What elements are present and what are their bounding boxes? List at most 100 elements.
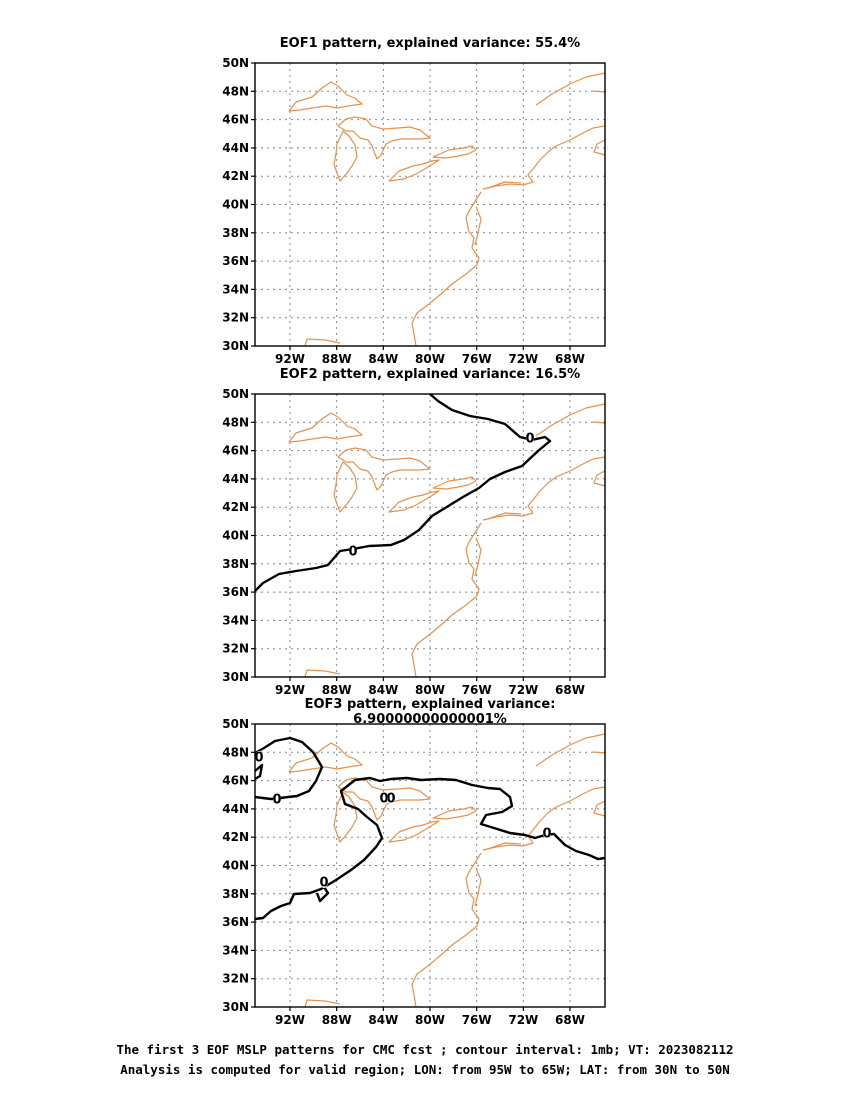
lat-tick-label: 46N	[222, 774, 249, 788]
lon-tick-label: 72W	[508, 1013, 538, 1027]
lat-tick-label: 46N	[222, 113, 249, 127]
zero-contour-line	[315, 883, 330, 903]
contour-label-bg	[273, 793, 281, 805]
lat-tick-label: 30N	[222, 670, 249, 684]
lat-tick-label: 32N	[222, 311, 249, 325]
lat-tick-label: 44N	[222, 802, 249, 816]
lat-tick-label: 44N	[222, 141, 249, 155]
coastline	[474, 537, 482, 577]
contour-label-bg	[255, 751, 263, 763]
coastline	[337, 116, 431, 160]
lon-tick-label: 72W	[508, 683, 538, 697]
coastline	[388, 820, 440, 843]
lat-tick-label: 48N	[222, 84, 249, 98]
coastline	[535, 403, 606, 437]
lon-tick-label: 84W	[368, 352, 398, 366]
lon-tick-label: 80W	[415, 352, 445, 366]
lat-tick-label: 36N	[222, 915, 249, 929]
lon-tick-label: 68W	[555, 352, 585, 366]
gridlines-eof2	[255, 394, 605, 677]
contour-label-bg	[320, 876, 328, 888]
coastline	[474, 206, 482, 246]
map-panel-eof1: 30N 32N 34N 36N 38N 40N 42N 44N 46N 48N 50N 92W 88W 8…	[222, 56, 606, 366]
contour-label: 0	[254, 751, 263, 766]
coastline	[482, 786, 606, 851]
lon-tick-label: 76W	[462, 352, 492, 366]
coastline	[411, 191, 482, 347]
lon-tick-label: 84W	[368, 1013, 398, 1027]
lat-tick-label: 48N	[222, 745, 249, 759]
lat-tick-label: 40N	[222, 198, 249, 212]
lon-tick-label: 88W	[322, 352, 352, 366]
axis-ticks-eof3: 30N 32N 34N 36N 38N 40N 42N 44N 46N 48N 50N 92W 88W 8…	[222, 717, 585, 1027]
coastlines-eof1	[288, 72, 606, 347]
lat-tick-label: 32N	[222, 642, 249, 656]
zero-contour-line	[254, 393, 552, 592]
lon-tick-label: 76W	[462, 683, 492, 697]
coastline	[388, 159, 440, 182]
coastline	[304, 669, 341, 678]
contours-eof2: 00	[254, 393, 552, 592]
contour-label: 0	[525, 432, 534, 447]
coastline	[487, 842, 522, 850]
coastline	[482, 456, 606, 521]
panel-title-eof1: EOF1 pattern, explained variance: 55.4%	[279, 36, 581, 51]
lat-tick-label: 42N	[222, 169, 249, 183]
caption-line-1: The first 3 EOF MSLP patterns for CMC fc…	[116, 1042, 734, 1057]
contours-eof3: 00 0000	[254, 736, 606, 921]
lat-tick-label: 32N	[222, 972, 249, 986]
coastline	[288, 81, 363, 112]
coastline	[593, 470, 606, 487]
lat-tick-label: 34N	[222, 943, 249, 957]
axis-ticks-eof1: 30N 32N 34N 36N 38N 40N 42N 44N 46N 48N 50N 92W 88W 8…	[222, 56, 585, 366]
contour-label: 0	[319, 876, 328, 891]
contour-label: 0	[542, 827, 551, 842]
lon-tick-label: 80W	[415, 1013, 445, 1027]
coastline	[288, 742, 363, 773]
panel-title-eof2: EOF2 pattern, explained variance: 16.5%	[279, 367, 581, 382]
coastline	[592, 90, 606, 93]
coastline	[482, 125, 606, 190]
lat-tick-label: 40N	[222, 859, 249, 873]
lat-tick-label: 38N	[222, 557, 249, 571]
coastline	[333, 461, 358, 513]
contour-label-bg	[349, 545, 357, 557]
contour-label-bg	[380, 792, 388, 804]
lon-tick-label: 88W	[322, 683, 352, 697]
coastline	[487, 181, 522, 189]
lat-tick-label: 50N	[222, 717, 249, 731]
contour-label-bg	[526, 432, 534, 444]
contour-label-bg	[543, 827, 551, 839]
lon-tick-label: 92W	[275, 352, 305, 366]
lat-tick-label: 38N	[222, 887, 249, 901]
lat-tick-label: 30N	[222, 1000, 249, 1014]
lon-tick-label: 80W	[415, 683, 445, 697]
coastline	[333, 130, 358, 182]
coastline	[592, 751, 606, 754]
coastline	[411, 852, 482, 1008]
lat-tick-label: 36N	[222, 585, 249, 599]
lon-tick-label: 76W	[462, 1013, 492, 1027]
axis-ticks-eof2: 30N 32N 34N 36N 38N 40N 42N 44N 46N 48N 50N 92W 88W 8…	[222, 387, 585, 697]
lat-tick-label: 38N	[222, 226, 249, 240]
coastline	[337, 447, 431, 491]
coastline	[535, 733, 606, 767]
lon-tick-label: 68W	[555, 683, 585, 697]
lat-tick-label: 50N	[222, 387, 249, 401]
lat-tick-label: 34N	[222, 282, 249, 296]
lon-tick-label: 92W	[275, 683, 305, 697]
coastline	[288, 412, 363, 443]
lat-tick-label: 42N	[222, 500, 249, 514]
coastline	[304, 999, 341, 1008]
coastline	[337, 777, 431, 821]
caption-line-2: Analysis is computed for valid region; L…	[120, 1062, 730, 1077]
gridlines-eof3	[255, 724, 605, 1007]
coastline	[593, 800, 606, 817]
lat-tick-label: 42N	[222, 830, 249, 844]
lat-tick-label: 48N	[222, 415, 249, 429]
contour-label: 0	[348, 545, 357, 560]
lat-tick-label: 50N	[222, 56, 249, 70]
coastline	[304, 338, 341, 347]
coastlines-eof2	[288, 403, 606, 678]
coastline	[411, 522, 482, 678]
